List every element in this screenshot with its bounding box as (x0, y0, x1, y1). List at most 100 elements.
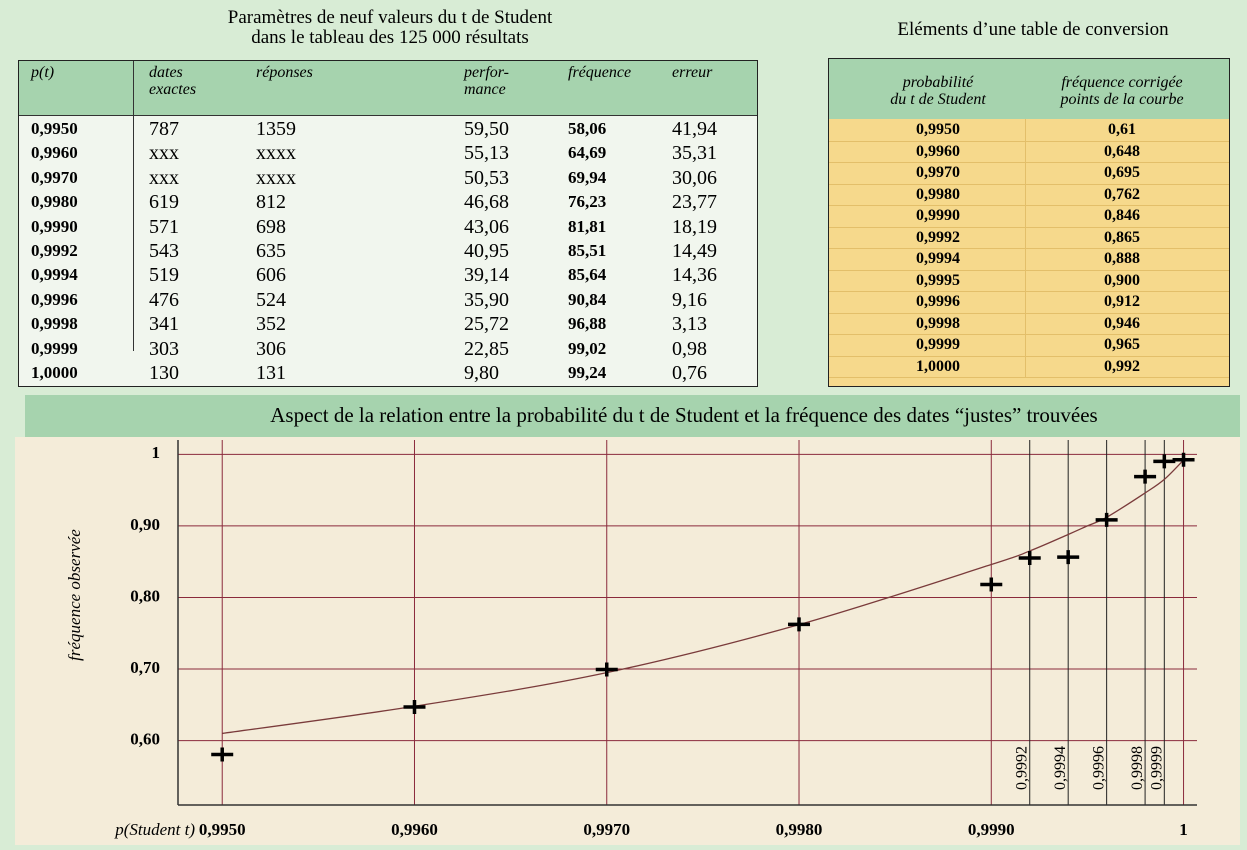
cell: 0,900 (1104, 271, 1140, 289)
point (980, 577, 1003, 592)
cell: 0,9950 (31, 119, 78, 138)
header-bg (19, 61, 757, 116)
cell: 698 (256, 215, 286, 238)
cell: 0,61 (1108, 121, 1136, 138)
cell: 0,965 (1104, 336, 1140, 353)
cell: 90,84 (568, 289, 607, 309)
x-axis-label: p(Student t) (114, 820, 195, 839)
cell: 0,9980 (31, 192, 78, 212)
cell: 0,76 (672, 362, 707, 384)
cell: 571 (149, 215, 179, 238)
row-line (829, 248, 1229, 249)
point (403, 700, 426, 715)
right-table: probabilité du t de Student fréquence cor… (828, 58, 1230, 387)
divider (133, 61, 134, 351)
cell: 9,16 (672, 288, 707, 311)
cell: 99,24 (568, 363, 607, 382)
cell: xxxx (256, 142, 296, 165)
cell: 606 (256, 264, 286, 287)
point (1095, 512, 1118, 527)
cell: 0,9990 (31, 216, 78, 236)
y-tick-label: 1 (152, 443, 161, 462)
x-tick-label: 0,9950 (199, 820, 246, 839)
cell: 58,06 (568, 119, 607, 138)
title-bar (25, 395, 1240, 437)
header-cell: probabilité du t de Student (890, 74, 986, 108)
cell: 0,9996 (31, 289, 78, 309)
cell: 543 (149, 240, 179, 262)
cell: 0,846 (1104, 207, 1140, 224)
cell: 0,9998 (916, 314, 960, 332)
cell: 0,9970 (916, 164, 960, 181)
x-tick-label: 0,9990 (968, 820, 1015, 839)
x-tick-label-vertical: 0,9996 (1091, 746, 1108, 790)
cell: 85,51 (568, 241, 607, 260)
x-tick-label: 0,9980 (776, 820, 823, 839)
cell: 96,88 (568, 314, 607, 334)
right-title: Eléments d’une table de conversion (897, 19, 1169, 40)
cell: 787 (149, 118, 179, 140)
cell: 0,9992 (31, 241, 78, 260)
left-title: Paramètres de neuf valeurs du t de Stude… (227, 7, 553, 48)
cell: 0,9999 (31, 338, 78, 358)
row-line (829, 205, 1229, 206)
x-tick-label-vertical: 0,9992 (1014, 746, 1031, 790)
cell: 0,9992 (916, 228, 960, 246)
cell: 0,9996 (916, 293, 960, 310)
cell: 35,31 (672, 142, 717, 165)
cell: xxx (149, 166, 179, 189)
cell: 85,64 (568, 265, 607, 285)
cell: 35,90 (464, 288, 509, 311)
x-tick-label-vertical: 0,9994 (1052, 746, 1069, 790)
cell: 14,49 (672, 240, 717, 262)
cell: 40,95 (464, 240, 509, 262)
header-cell: dates exactes (149, 64, 197, 98)
cell: 18,19 (672, 215, 717, 238)
cell: 76,23 (568, 192, 607, 212)
cell: 0,9950 (916, 121, 960, 138)
x-tick-label-vertical: 0,9998 (1129, 746, 1146, 790)
cell: 0,9998 (31, 314, 78, 334)
cell: 64,69 (568, 143, 607, 163)
cell: 0,762 (1104, 185, 1140, 203)
chart-title: Aspect de la relation entre la probabili… (270, 403, 1097, 427)
row-line (829, 226, 1229, 228)
cell: 476 (149, 288, 179, 311)
cell: 130 (149, 362, 179, 384)
cell: 3,13 (672, 313, 707, 336)
point (595, 662, 618, 677)
point (788, 617, 811, 632)
cell: 43,06 (464, 215, 509, 238)
cell: 0,9994 (31, 265, 78, 285)
cell: 352 (256, 313, 286, 336)
cell: 1,0000 (916, 357, 960, 375)
cell: 0,98 (672, 337, 707, 360)
point (1134, 469, 1157, 484)
cell: 14,36 (672, 264, 717, 287)
cell: 0,992 (1104, 357, 1140, 375)
cell: 0,912 (1104, 293, 1140, 310)
y-tick-label: 0,60 (130, 729, 160, 748)
cell: 99,02 (568, 338, 607, 358)
cell: 41,94 (672, 118, 717, 140)
point (1018, 551, 1041, 566)
row-line (829, 355, 1229, 357)
cell: 0,9999 (916, 336, 960, 353)
cell: 0,9980 (916, 185, 960, 203)
cell: 519 (149, 264, 179, 287)
point (211, 747, 234, 762)
cell: 0,9970 (31, 167, 78, 187)
x-tick-label: 0,9970 (583, 820, 630, 839)
cell: 306 (256, 337, 286, 360)
cell: 0,9990 (916, 207, 960, 224)
cell: 59,50 (464, 118, 509, 140)
row-line (829, 312, 1229, 314)
cell: 341 (149, 313, 179, 336)
y-tick-label: 0,70 (130, 658, 160, 677)
header-cell: réponses (256, 64, 313, 81)
left-table: p(t) dates exactes réponses perfor- mance fr… (18, 60, 758, 387)
row-line (829, 334, 1229, 335)
cell: xxxx (256, 166, 296, 189)
row-line (829, 183, 1229, 185)
